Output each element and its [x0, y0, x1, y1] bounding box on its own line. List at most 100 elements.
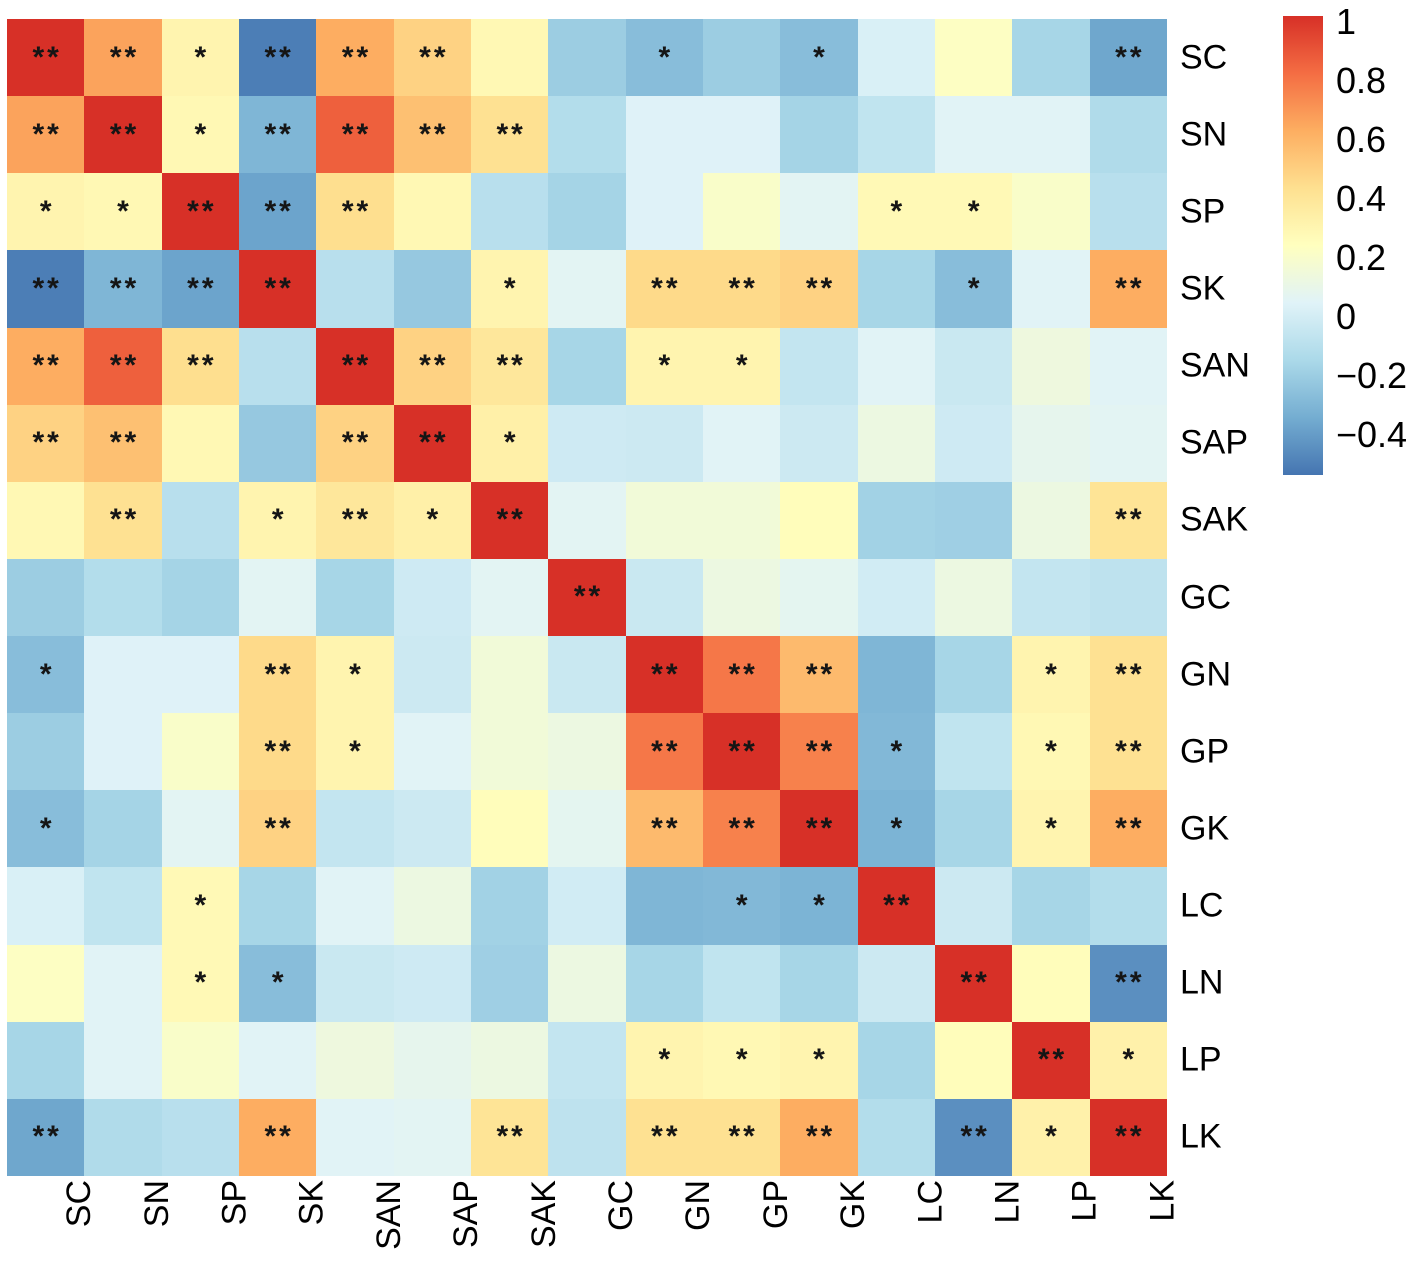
x-axis-label: LK	[1143, 1180, 1182, 1222]
heatmap-cell	[548, 867, 626, 945]
heatmap-cell	[625, 867, 703, 945]
heatmap-cell	[780, 96, 858, 174]
y-axis-label: LP	[1180, 1040, 1222, 1079]
heatmap-cell	[703, 173, 781, 251]
heatmap-cell: **	[1089, 713, 1167, 791]
heatmap-cell: *	[161, 19, 239, 97]
heatmap-cell: **	[316, 173, 394, 251]
heatmap-cell: **	[161, 327, 239, 405]
y-axis-label: LC	[1180, 886, 1224, 925]
heatmap-cell	[1089, 173, 1167, 251]
heatmap-cell: **	[625, 1098, 703, 1176]
colorbar-tick-label: 1	[1336, 1, 1357, 42]
heatmap-cell	[239, 404, 317, 482]
heatmap-cell	[161, 404, 239, 482]
heatmap-cell	[393, 1098, 471, 1176]
heatmap-cell	[393, 558, 471, 637]
y-axis-label: GN	[1180, 655, 1231, 694]
heatmap-cell	[625, 96, 703, 174]
heatmap-cell	[935, 790, 1013, 868]
heatmap-cell	[857, 481, 935, 559]
x-axis-label: GK	[834, 1180, 872, 1230]
x-axis-label: SAK	[524, 1180, 563, 1249]
heatmap-cell	[857, 96, 935, 174]
heatmap-cell: **	[393, 19, 471, 97]
heatmap-cell: *	[1012, 713, 1090, 791]
x-axis-label: LP	[1066, 1180, 1104, 1222]
heatmap-cell: **	[1089, 790, 1167, 868]
heatmap-cell	[7, 867, 85, 945]
heatmap-cell: *	[239, 481, 317, 559]
heatmap-cell: **	[7, 96, 85, 174]
heatmap-cell	[239, 558, 317, 637]
heatmap-cell	[780, 327, 858, 405]
heatmap-cell	[7, 1021, 85, 1099]
heatmap-cell: *	[316, 713, 394, 791]
heatmap-cell	[471, 713, 549, 791]
heatmap-cell	[471, 19, 549, 97]
heatmap-cell	[316, 867, 394, 945]
heatmap-cell: **	[393, 96, 471, 174]
heatmap-cell: **	[471, 1098, 549, 1176]
heatmap-cell	[316, 1021, 394, 1099]
heatmap-cell	[703, 944, 781, 1022]
heatmap-cell: **	[935, 944, 1013, 1022]
heatmap-cell	[1012, 558, 1090, 637]
heatmap-cell	[857, 636, 935, 714]
heatmap-cell: **	[239, 713, 317, 791]
heatmap-cell: **	[1089, 944, 1167, 1022]
heatmap-cell: *	[780, 1021, 858, 1099]
heatmap-cell	[857, 404, 935, 482]
y-axis-label: LN	[1180, 963, 1224, 1002]
heatmap-cell: *	[625, 19, 703, 97]
heatmap-cell	[1012, 867, 1090, 945]
heatmap-cell: **	[703, 1098, 781, 1176]
heatmap-cell	[471, 1021, 549, 1099]
heatmap-cell: **	[1089, 250, 1167, 328]
heatmap-cell: *	[1089, 1021, 1167, 1099]
heatmap-cell: **	[625, 790, 703, 868]
heatmap-cell	[780, 558, 858, 637]
heatmap-cell: **	[471, 96, 549, 174]
heatmap-cell	[548, 636, 626, 714]
heatmap-cell: *	[7, 173, 85, 251]
y-axis-label: LK	[1180, 1117, 1222, 1156]
heatmap-cell	[393, 173, 471, 251]
heatmap-cell	[84, 1021, 162, 1099]
heatmap-cell: *	[780, 19, 858, 97]
x-axis-label: SAN	[370, 1180, 408, 1250]
heatmap-cell	[471, 558, 549, 637]
y-axis-label: SAK	[1180, 500, 1249, 539]
heatmap-cell	[316, 790, 394, 868]
colorbar-tick-label: 0.2	[1336, 236, 1387, 278]
heatmap-cell: **	[625, 636, 703, 714]
heatmap-cell: **	[84, 96, 162, 174]
heatmap-cell: *	[625, 1021, 703, 1099]
heatmap-cell: **	[703, 790, 781, 868]
heatmap-cell	[548, 173, 626, 251]
y-axis-label: SC	[1180, 38, 1228, 77]
heatmap-cell	[239, 1021, 317, 1099]
heatmap-cell	[703, 404, 781, 482]
heatmap-cell	[548, 327, 626, 405]
heatmap-cell: *	[239, 944, 317, 1022]
heatmap-cell: *	[857, 173, 935, 251]
heatmap-cell: **	[7, 327, 85, 405]
heatmap-cell	[1012, 404, 1090, 482]
heatmap-cell	[7, 558, 85, 637]
heatmap-cell: *	[471, 404, 549, 482]
heatmap-cell	[625, 481, 703, 559]
heatmap-cell: *	[703, 867, 781, 945]
heatmap-cell: *	[703, 327, 781, 405]
heatmap-cell: **	[393, 327, 471, 405]
heatmap-cell	[239, 867, 317, 945]
heatmap-cell	[625, 173, 703, 251]
heatmap-cell	[548, 1098, 626, 1176]
heatmap-cell	[1012, 250, 1090, 328]
heatmap-cell	[1089, 404, 1167, 482]
y-axis-label: GK	[1180, 809, 1230, 848]
heatmap-cell: **	[471, 327, 549, 405]
heatmap-cell: **	[935, 1098, 1013, 1176]
colorbar-tick-label: 0.6	[1336, 118, 1387, 160]
